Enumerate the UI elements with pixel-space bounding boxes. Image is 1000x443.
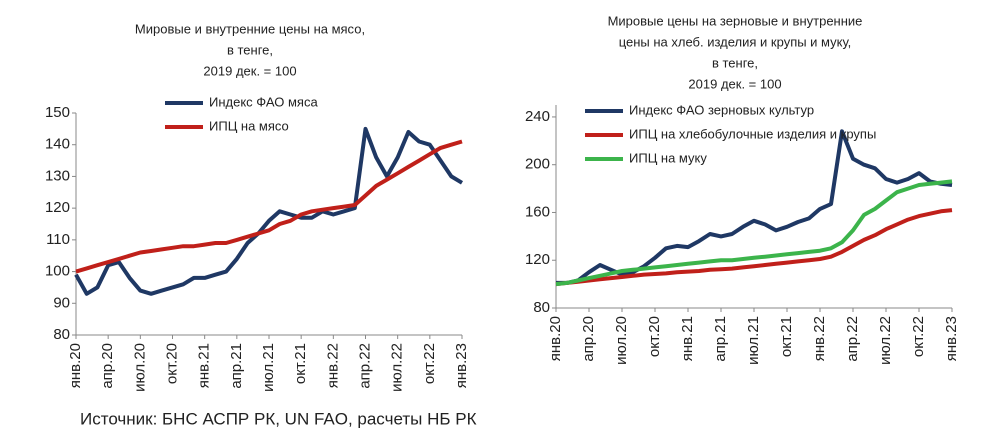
y-tick-label: 240 xyxy=(525,108,550,125)
chart-title: 2019 дек. = 100 xyxy=(203,63,296,78)
x-tick-label: окт.20 xyxy=(646,316,663,357)
chart-title: Мировые и внутренние цены на мясо, xyxy=(135,21,365,36)
x-tick-label: окт.22 xyxy=(421,343,438,384)
legend-label: Индекс ФАО зерновых культур xyxy=(629,102,814,117)
x-tick-label: апр.22 xyxy=(844,316,861,362)
x-tick-label: янв.22 xyxy=(324,343,341,388)
series-line xyxy=(74,126,464,296)
y-tick-label: 80 xyxy=(533,299,550,316)
x-tick-label: июл.20 xyxy=(613,316,630,365)
legend-label: Индекс ФАО мяса xyxy=(209,94,318,109)
x-tick-label: янв.21 xyxy=(196,343,213,388)
x-tick-label: апр.21 xyxy=(712,316,729,362)
y-tick-label: 200 xyxy=(525,156,550,173)
x-tick-label: окт.22 xyxy=(910,316,927,357)
x-tick-label: июл.22 xyxy=(389,343,406,392)
y-tick-label: 130 xyxy=(45,167,70,184)
y-tick-label: 160 xyxy=(525,203,550,220)
x-tick-label: янв.23 xyxy=(943,316,960,361)
chart-title: цены на хлеб. изделия и крупы и муку, xyxy=(619,34,852,49)
x-tick-label: июл.20 xyxy=(131,343,148,392)
legend-label: ИПЦ на хлебобулочные изделия и крупы xyxy=(629,126,876,141)
x-tick-label: апр.21 xyxy=(228,343,245,389)
x-tick-label: окт.21 xyxy=(778,316,795,357)
x-tick-label: янв.20 xyxy=(547,316,564,361)
x-tick-label: окт.20 xyxy=(163,343,180,384)
y-tick-label: 110 xyxy=(46,231,70,248)
series-line xyxy=(75,139,463,274)
legend-label: ИПЦ на муку xyxy=(629,150,707,165)
x-tick-label: апр.20 xyxy=(580,316,597,362)
x-tick-label: июл.21 xyxy=(745,316,762,365)
series-line xyxy=(556,129,953,285)
source: Источник: БНС АСПР РК, UN FAO, расчеты Н… xyxy=(80,409,477,428)
chart-title: в тенге, xyxy=(712,55,758,70)
y-tick-label: 140 xyxy=(45,136,70,153)
chart-title: Мировые цены на зерновые и внутренние xyxy=(608,13,863,28)
chart-title: в тенге, xyxy=(227,42,273,57)
x-tick-label: янв.22 xyxy=(811,316,828,361)
series-line xyxy=(555,179,953,287)
x-tick-label: янв.20 xyxy=(67,343,84,388)
x-tick-label: янв.23 xyxy=(453,343,470,388)
x-tick-label: апр.22 xyxy=(356,343,373,389)
x-tick-label: окт.21 xyxy=(292,343,309,384)
y-tick-label: 100 xyxy=(45,263,70,280)
legend-label: ИПЦ на мясо xyxy=(209,118,289,133)
y-tick-label: 150 xyxy=(45,104,70,121)
y-tick-label: 90 xyxy=(53,294,70,311)
x-tick-label: янв.21 xyxy=(679,316,696,361)
chart-title: 2019 дек. = 100 xyxy=(688,76,781,91)
x-tick-label: июл.21 xyxy=(260,343,277,392)
x-tick-label: июл.22 xyxy=(877,316,894,365)
y-tick-label: 120 xyxy=(45,199,70,216)
y-tick-label: 120 xyxy=(525,251,550,268)
x-tick-label: апр.20 xyxy=(99,343,116,389)
series-line xyxy=(555,208,953,287)
y-tick-label: 80 xyxy=(53,326,70,343)
